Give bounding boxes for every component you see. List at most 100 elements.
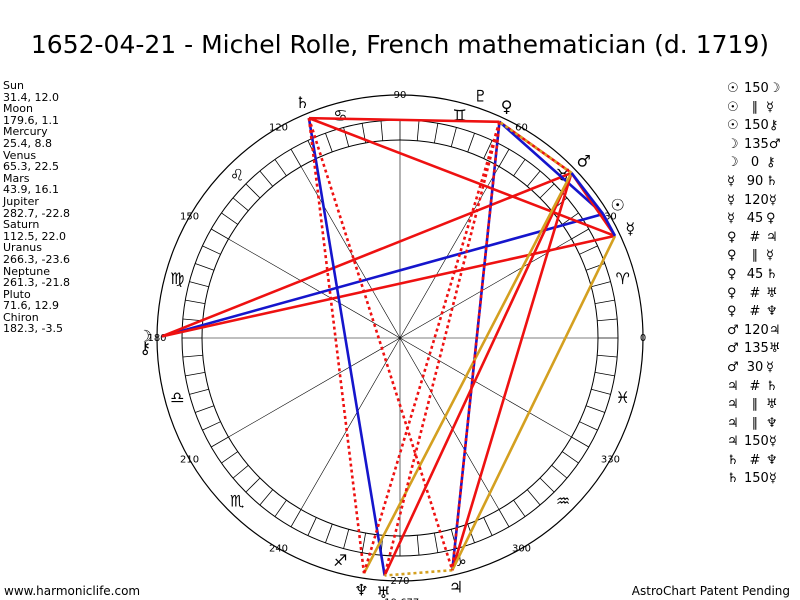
degree-tick xyxy=(325,133,333,153)
aspect-symbol: 150 xyxy=(744,81,769,96)
degree-tick xyxy=(551,464,568,479)
aspect-row: ♃ 150 ☿ xyxy=(727,433,786,452)
aspect-line-saturn-venus xyxy=(308,116,500,124)
aspect-symbol: # xyxy=(749,285,761,301)
mercury-icon: ☿ xyxy=(766,359,774,375)
degree-tick xyxy=(221,212,239,225)
aspect-row: ☉ ∥ ☿ xyxy=(727,99,786,118)
venus-icon: ♀ xyxy=(727,304,737,320)
degree-label: 300 xyxy=(512,543,531,554)
aspect-line-mars-moon xyxy=(161,171,572,338)
aspect-symbol: ∥ xyxy=(751,415,759,431)
aspect-list: ☉ 150 ☽ ☉ ∥ ☿ ☉ 150 ⚷ ☽ 135 ♂ ☽ 0 ⚷ ☿ 90 ♄ ☿ 120 ☿ ☿ 45… xyxy=(727,80,786,489)
uranus-icon: ♅ xyxy=(766,397,778,413)
aspect-line-saturn-mercury xyxy=(308,116,616,238)
degree-tick xyxy=(416,120,420,141)
degree-label: 60 xyxy=(515,123,528,134)
sun-icon: ☉ xyxy=(610,196,624,215)
degree-tick xyxy=(259,170,274,187)
aspect-symbol: 150 xyxy=(744,118,769,134)
jupiter-icon: ♃ xyxy=(449,577,463,596)
extra-label: -19,677 xyxy=(381,598,420,600)
aspect-row: ♂ 30 ☿ xyxy=(727,359,786,378)
degree-tick xyxy=(539,183,555,199)
chart-title: 1652-04-21 - Michel Rolle, French mathem… xyxy=(30,30,770,59)
sign-divider xyxy=(228,337,401,438)
sign-divider xyxy=(399,166,500,339)
sign-divider xyxy=(228,238,401,339)
planet-value-pluto: 71.6, 12.9 xyxy=(3,299,59,313)
degree-tick xyxy=(189,388,209,395)
moon-icon: ☽ xyxy=(768,81,781,96)
aspect-row: ☽ 0 ⚷ xyxy=(727,154,786,173)
aspect-row: ♄ # ♆ xyxy=(727,452,786,471)
degree-tick xyxy=(221,451,239,464)
pluto-icon: ♇ xyxy=(473,87,487,106)
degree-tick xyxy=(579,245,598,255)
aspect-row: ♃ ∥ ♆ xyxy=(727,415,786,434)
neptune-icon: ♆ xyxy=(354,581,368,600)
degree-label: 30 xyxy=(604,212,617,223)
degree-tick xyxy=(513,499,526,517)
planet-value-uranus: 266.3, -23.6 xyxy=(3,252,70,266)
mercury-icon: ☿ xyxy=(768,434,777,450)
degree-label: 240 xyxy=(269,543,288,554)
mars-icon: ♂ xyxy=(577,152,591,171)
degree-tick xyxy=(561,451,579,464)
degree-tick xyxy=(361,532,367,553)
degree-tick xyxy=(343,127,350,147)
zodiac-sign-icon: ♎ xyxy=(170,388,184,407)
zodiac-sign-icon: ♓ xyxy=(615,388,629,407)
degree-tick xyxy=(211,228,229,240)
degree-tick xyxy=(433,532,439,553)
degree-tick xyxy=(526,170,541,187)
aspect-row: ♀ # ♃ xyxy=(727,229,786,248)
mars-icon: ♂ xyxy=(727,341,739,357)
venus-icon: ♀ xyxy=(727,285,737,301)
aspect-line-venus-sun xyxy=(498,120,605,215)
planet-name-saturn: Saturn xyxy=(3,218,40,232)
planet-name-moon: Moon xyxy=(3,102,33,116)
aspect-line-mars-uranus xyxy=(383,172,573,577)
degree-label: 90 xyxy=(394,90,407,101)
planet-name-chiron: Chiron xyxy=(3,310,39,324)
site-url[interactable]: www.harmoniclife.com xyxy=(4,584,141,598)
aspect-symbol: ∥ xyxy=(751,99,759,115)
degree-tick xyxy=(195,263,215,271)
uranus-icon: ♅ xyxy=(376,583,390,600)
degree-tick xyxy=(245,477,261,493)
degree-label: 330 xyxy=(601,455,620,466)
aspect-row: ☉ 150 ☽ xyxy=(727,80,786,99)
saturn-icon: ♄ xyxy=(727,452,739,468)
mercury-icon: ☿ xyxy=(768,471,777,487)
degree-tick xyxy=(594,371,615,377)
saturn-icon: ♄ xyxy=(766,173,778,189)
mercury-icon: ☿ xyxy=(766,99,774,115)
uranus-icon: ♅ xyxy=(766,285,778,301)
degree-tick xyxy=(591,388,611,395)
degree-tick xyxy=(274,499,287,517)
sign-divider xyxy=(399,337,572,438)
degree-tick xyxy=(211,436,229,448)
degree-tick xyxy=(202,245,221,255)
aspect-symbol: # xyxy=(749,452,761,468)
aspect-line-saturn-neptune xyxy=(307,117,366,574)
aspect-symbol: # xyxy=(749,229,761,245)
planet-value-sun: 31.4, 12.0 xyxy=(3,90,59,104)
aspect-line-venus-jupiter xyxy=(451,121,501,571)
degree-tick xyxy=(571,228,589,240)
mercury-icon: ☿ xyxy=(727,211,735,227)
moon-icon: ☽ xyxy=(727,136,739,152)
degree-tick xyxy=(202,421,221,431)
venus-icon: ♀ xyxy=(727,229,737,245)
aspect-symbol: 45 xyxy=(746,266,764,282)
aspect-row: ♀ # ♆ xyxy=(727,303,786,322)
aspect-symbol: 0 xyxy=(750,155,760,171)
degree-tick xyxy=(591,281,611,288)
venus-icon: ♀ xyxy=(501,97,513,116)
saturn-icon: ♄ xyxy=(727,471,739,487)
saturn-icon: ♄ xyxy=(766,266,778,282)
mercury-icon: ☿ xyxy=(727,192,735,208)
aspect-row: ☿ 90 ♄ xyxy=(727,173,786,192)
neptune-icon: ♆ xyxy=(766,304,778,320)
